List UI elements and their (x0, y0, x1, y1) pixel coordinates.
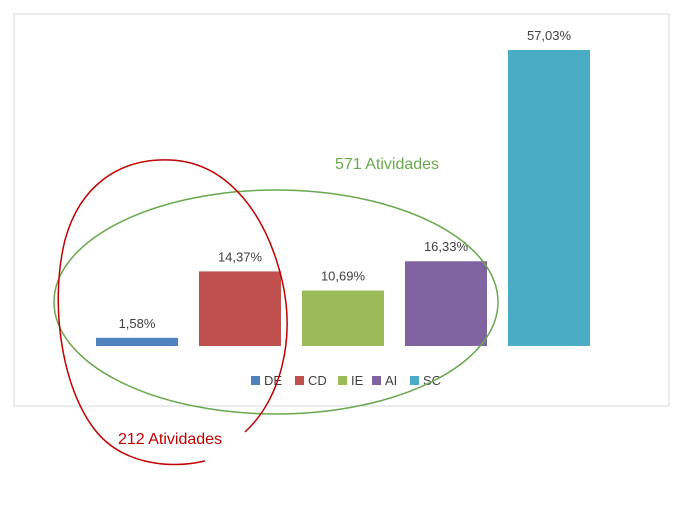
green-annotation-label: 571 Atividades (335, 156, 439, 173)
bar-labels-group: 1,58% 14,37% 10,69% 16,33% 57,03% (119, 28, 572, 331)
legend-swatch-ie (338, 376, 347, 385)
red-annotation-label: 212 Atividades (118, 431, 222, 448)
bar-sc (508, 50, 590, 346)
legend-swatch-de (251, 376, 260, 385)
bars-group (96, 50, 590, 346)
legend-swatch-sc (410, 376, 419, 385)
data-label-ai: 16,33% (424, 239, 469, 254)
data-label-ie: 10,69% (321, 269, 366, 284)
data-label-cd: 14,37% (218, 249, 263, 264)
legend-label-ie: IE (351, 373, 364, 388)
legend: DE CD IE AI SC (251, 373, 441, 388)
legend-label-ai: AI (385, 373, 397, 388)
bar-ai (405, 261, 487, 346)
legend-label-cd: CD (308, 373, 327, 388)
data-label-sc: 57,03% (527, 28, 572, 43)
legend-label-sc: SC (423, 373, 441, 388)
green-ellipse-annotation (53, 189, 499, 415)
red-circle-annotation (57, 159, 288, 466)
legend-label-de: DE (264, 373, 282, 388)
bar-de (96, 337, 178, 346)
data-label-de: 1,58% (119, 316, 156, 331)
legend-swatch-ai (372, 376, 381, 385)
bar-cd (199, 271, 281, 346)
bar-ie (302, 290, 384, 346)
legend-swatch-cd (295, 376, 304, 385)
